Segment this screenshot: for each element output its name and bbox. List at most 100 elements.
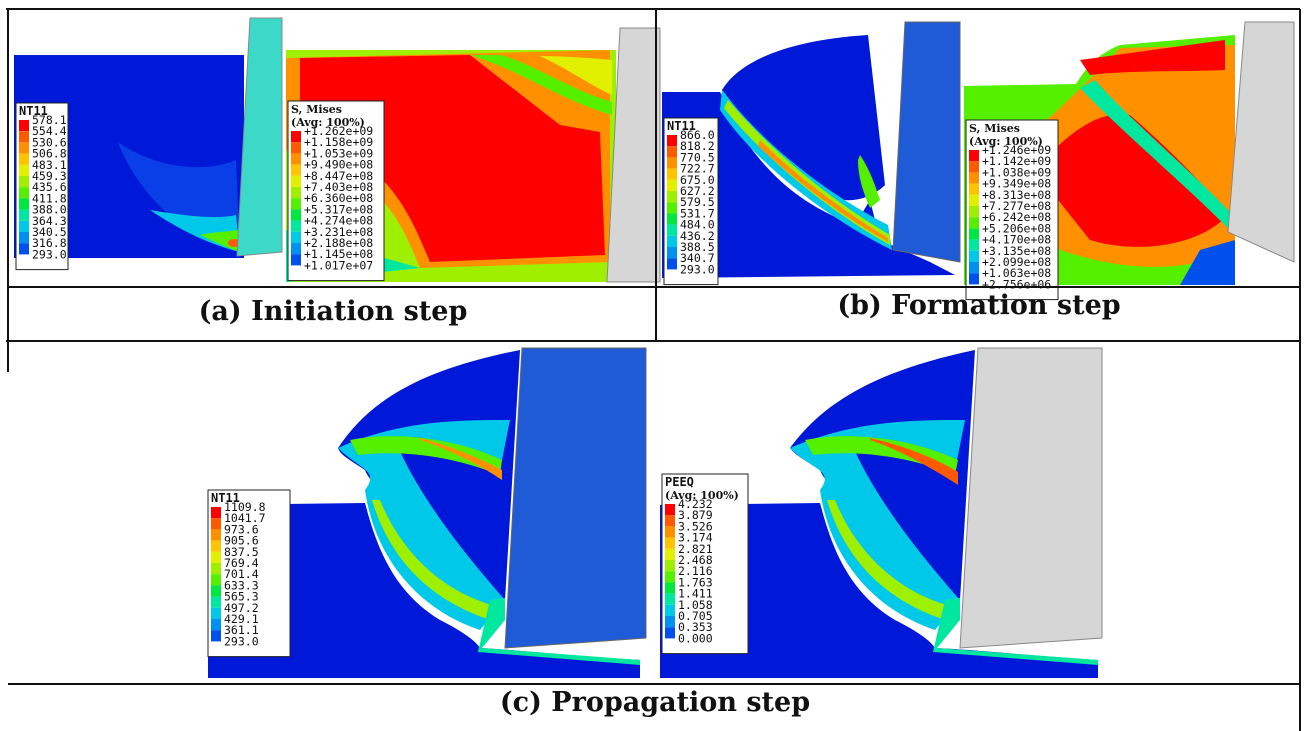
legend-swatch — [291, 243, 301, 255]
legend-value: +1.158e+09 — [304, 135, 373, 149]
legend-swatch — [211, 540, 221, 552]
legend-a-nt11: NT11578.1554.4530.6506.8483.1459.3435.64… — [15, 102, 69, 271]
legend-swatch — [19, 153, 29, 165]
legend-swatch — [291, 220, 301, 232]
cutting-tool — [1227, 21, 1295, 263]
legend-value: +4.170e+08 — [982, 233, 1051, 247]
legend-value: 0.000 — [678, 631, 713, 645]
legend-value: +2.188e+08 — [304, 236, 373, 250]
heat-zone-peak — [228, 239, 240, 247]
heat-zone-inner — [200, 230, 240, 252]
workpiece-region — [208, 503, 640, 678]
legend-swatch — [969, 161, 979, 173]
legend-swatch — [291, 153, 301, 165]
legend-value: 388.5 — [680, 240, 715, 254]
legend-swatch — [211, 518, 221, 530]
panel-a-temperature-plot — [14, 17, 283, 258]
caption-propagation-step: (c) Propagation step — [499, 687, 811, 718]
legend-swatch — [211, 574, 221, 586]
legend-value: 565.3 — [224, 590, 259, 604]
legend-swatch — [969, 206, 979, 218]
legend-title: S, Mises — [291, 103, 342, 116]
shear-band-lower — [372, 500, 492, 620]
legend-value: +1.142e+09 — [982, 154, 1051, 168]
legend-swatch — [665, 504, 675, 516]
stress-band-shear — [470, 55, 612, 115]
legend-swatch — [667, 191, 677, 203]
legend-value: +6.360e+08 — [304, 191, 373, 205]
legend-value: 675.0 — [680, 173, 715, 187]
legend-value: 4.232 — [678, 497, 713, 511]
legend-swatch — [19, 243, 29, 255]
legend-value: +1.053e+09 — [304, 146, 373, 160]
legend-value: 340.7 — [680, 251, 715, 265]
caption-formation-step: (b) Formation step — [837, 290, 1121, 321]
legend-swatch — [969, 217, 979, 229]
shear-band-outer — [338, 420, 510, 630]
legend-value: 530.6 — [32, 135, 67, 149]
legend-value: 905.6 — [224, 534, 259, 548]
legend-value: +1.145e+08 — [304, 247, 373, 261]
cutting-tool — [959, 347, 1103, 649]
legend-value: +8.447e+08 — [304, 169, 373, 183]
legend-value: +1.246e+09 — [982, 143, 1051, 157]
legend-value: 316.8 — [32, 236, 67, 250]
legend-box — [207, 489, 291, 658]
shear-band-hot — [420, 438, 502, 480]
legend-value: 3.526 — [678, 519, 713, 533]
legend-value: 701.4 — [224, 567, 259, 581]
legend-swatch — [211, 607, 221, 619]
legend-value: 340.5 — [32, 225, 67, 239]
legend-value: +9.349e+08 — [982, 177, 1051, 191]
legend-value: 1.058 — [678, 598, 713, 612]
shear-band-mid — [350, 436, 502, 475]
legend-value: +5.317e+08 — [304, 202, 373, 216]
strain-band-outer — [790, 420, 965, 630]
legend-value: +9.490e+08 — [304, 158, 373, 172]
legend-value: +1.063e+08 — [982, 266, 1051, 280]
legend-value: 866.0 — [680, 128, 715, 142]
legend-swatch — [665, 593, 675, 605]
panel-c-peeq-plot — [660, 347, 1103, 678]
figure-frame — [6, 8, 1301, 731]
legend-value: 1.411 — [678, 587, 713, 601]
legend-value: 364.3 — [32, 214, 67, 228]
legend-value: 627.2 — [680, 184, 715, 198]
legend-swatch — [667, 247, 677, 259]
legend-value: 554.4 — [32, 124, 67, 138]
legend-swatch — [665, 560, 675, 572]
legend-value: +5.206e+08 — [982, 221, 1051, 235]
legend-value: 818.2 — [680, 139, 715, 153]
legend-value: 2.821 — [678, 542, 713, 556]
legend-swatch — [969, 262, 979, 274]
legend-swatch — [665, 526, 675, 538]
chip-region — [722, 35, 885, 201]
legend-swatch — [211, 563, 221, 575]
legend-swatch — [969, 183, 979, 195]
legend-value: 483.1 — [32, 158, 67, 172]
legend-value: 1.763 — [678, 575, 713, 589]
legend-swatch — [211, 619, 221, 631]
legend-value: +7.277e+08 — [982, 199, 1051, 213]
workpiece-region — [660, 503, 1098, 678]
legend-value: 633.3 — [224, 578, 259, 592]
shear-band-peak — [758, 140, 888, 242]
legend-swatch — [211, 507, 221, 519]
legend-swatch — [969, 273, 979, 285]
legend-value: 2.116 — [678, 564, 713, 578]
legend-swatch — [291, 164, 301, 176]
legend-swatch — [291, 254, 301, 266]
legend-swatch — [665, 604, 675, 616]
legend-value: +1.017e+07 — [304, 258, 373, 272]
legend-swatch — [667, 179, 677, 191]
legend-b-nt11: NT11866.0818.2770.5722.7675.0627.2579.55… — [663, 117, 719, 286]
legend-swatch — [19, 220, 29, 232]
legend-swatch — [667, 157, 677, 169]
legend-swatch — [291, 187, 301, 199]
chip-region — [338, 350, 520, 600]
legend-swatch — [665, 537, 675, 549]
chip-region — [790, 350, 975, 600]
legend-swatch — [665, 616, 675, 628]
stress-band-shear — [1080, 80, 1230, 230]
